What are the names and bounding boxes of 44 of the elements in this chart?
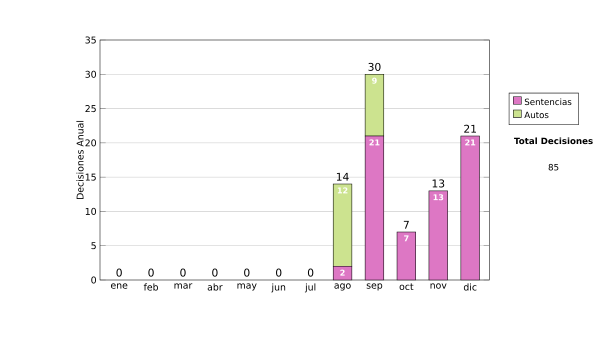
total-label: 0: [180, 268, 186, 277]
text: Total Decisiones: [514, 137, 593, 144]
x-tick-label: dic: [464, 283, 476, 291]
total-label: 0: [308, 268, 314, 277]
data-label: 21: [465, 139, 476, 146]
x-tick-label: feb: [144, 283, 158, 291]
total-label: 0: [276, 268, 282, 277]
x-tick-label: mar: [174, 283, 192, 289]
data-label: 12: [338, 187, 348, 194]
total-label: 0: [116, 268, 122, 277]
total-label: 13: [432, 179, 444, 188]
y-tick-label: 35: [85, 36, 96, 44]
legend-label: Autos: [524, 112, 548, 118]
x-tick-label: jun: [271, 283, 286, 292]
data-label: 21: [370, 139, 380, 146]
total-label: 30: [368, 62, 381, 71]
y-tick-label: 30: [85, 70, 96, 78]
y-tick-label: 5: [91, 242, 96, 250]
x-tick-label: sep: [366, 283, 382, 291]
total-label: 7: [404, 220, 409, 229]
x-tick-label: ene: [110, 283, 128, 289]
data-label: 13: [434, 194, 444, 200]
x-tick-label: oct: [400, 283, 414, 290]
y-tick-label: 20: [85, 139, 96, 146]
x-tick-label: ago: [334, 283, 351, 291]
y-tick-label: 25: [85, 105, 96, 112]
x-tick-label: abr: [208, 283, 223, 291]
data-label: 2: [340, 270, 345, 276]
data-label: 7: [404, 235, 409, 242]
legend-label: Sentencias: [524, 98, 572, 106]
total-label: 21: [464, 124, 476, 133]
y-axis-title: Decisiones Anual: [76, 120, 84, 199]
x-tick-label: nov: [430, 283, 447, 289]
y-tick-label: 15: [86, 174, 96, 181]
x-tick-label: may: [237, 283, 257, 291]
total-label: 0: [244, 268, 250, 277]
text: 85: [548, 164, 558, 170]
x-tick-label: jul: [304, 283, 316, 292]
y-tick-label: 10: [86, 208, 96, 215]
total-label: 0: [212, 268, 218, 277]
y-tick-label: 0: [91, 276, 96, 284]
total-label: 0: [148, 268, 154, 277]
data-label: 9: [372, 78, 377, 84]
total-label: 14: [336, 172, 349, 181]
